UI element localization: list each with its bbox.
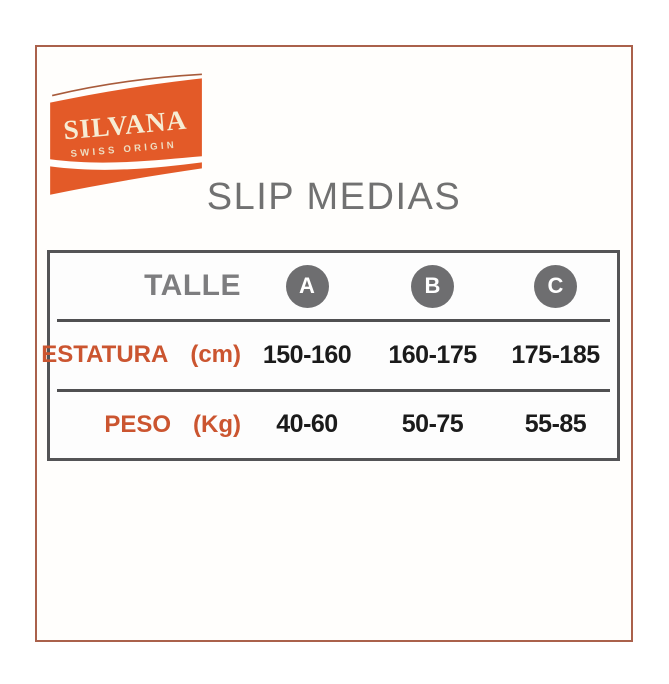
logo-swoosh-line (51, 73, 202, 97)
header-label-cell: TALLE (50, 269, 243, 303)
peso-unit: (Kg) (193, 410, 241, 438)
size-chart-table: TALLE A B C ESTATURA (cm) 150-160 160-17… (41, 250, 620, 461)
peso-value-a-cell: 40-60 (243, 410, 371, 439)
peso-label-cell: PESO (Kg) (50, 411, 243, 439)
header-cell-size-c: C (494, 264, 617, 308)
size-b-badge: B (411, 264, 454, 308)
estatura-value-a-cell: 150-160 (243, 341, 371, 370)
logo-banner-shape (50, 78, 202, 163)
table-row-estatura: ESTATURA (cm) 150-160 160-175 175-185 (41, 322, 617, 388)
peso-value-a: 40-60 (276, 410, 338, 439)
header-cell-size-b: B (371, 264, 494, 308)
table-row-peso: PESO (Kg) 40-60 50-75 55-85 (50, 392, 617, 458)
size-c-badge: C (534, 264, 577, 308)
estatura-value-b: 160-175 (388, 340, 477, 369)
peso-value-c: 55-85 (524, 410, 587, 439)
estatura-label: ESTATURA (41, 341, 169, 369)
row-divider (57, 319, 610, 323)
peso-value-b-cell: 50-75 (371, 410, 494, 439)
page-title: SLIP MEDIAS (206, 176, 462, 218)
peso-label: PESO (104, 410, 172, 438)
size-a-badge: A (285, 264, 329, 308)
estatura-unit: (cm) (190, 341, 241, 369)
estatura-value-a: 150-160 (262, 340, 352, 369)
estatura-label-cell: ESTATURA (cm) (41, 341, 243, 369)
peso-value-b: 50-75 (401, 410, 464, 439)
peso-value-c-cell: 55-85 (494, 410, 617, 439)
estatura-value-c: 175-185 (511, 340, 600, 369)
header-cell-size-a: A (243, 264, 371, 308)
table-header-row: TALLE A B C (50, 253, 617, 319)
row-divider (57, 388, 610, 392)
silvana-logo: SILVANA SWISS ORIGIN (50, 73, 202, 195)
estatura-value-b-cell: 160-175 (371, 341, 494, 370)
estatura-value-c-cell: 175-185 (494, 341, 617, 370)
logo-bottom-ribbon-shape (50, 162, 202, 195)
talle-header-label: TALLE (144, 269, 241, 303)
